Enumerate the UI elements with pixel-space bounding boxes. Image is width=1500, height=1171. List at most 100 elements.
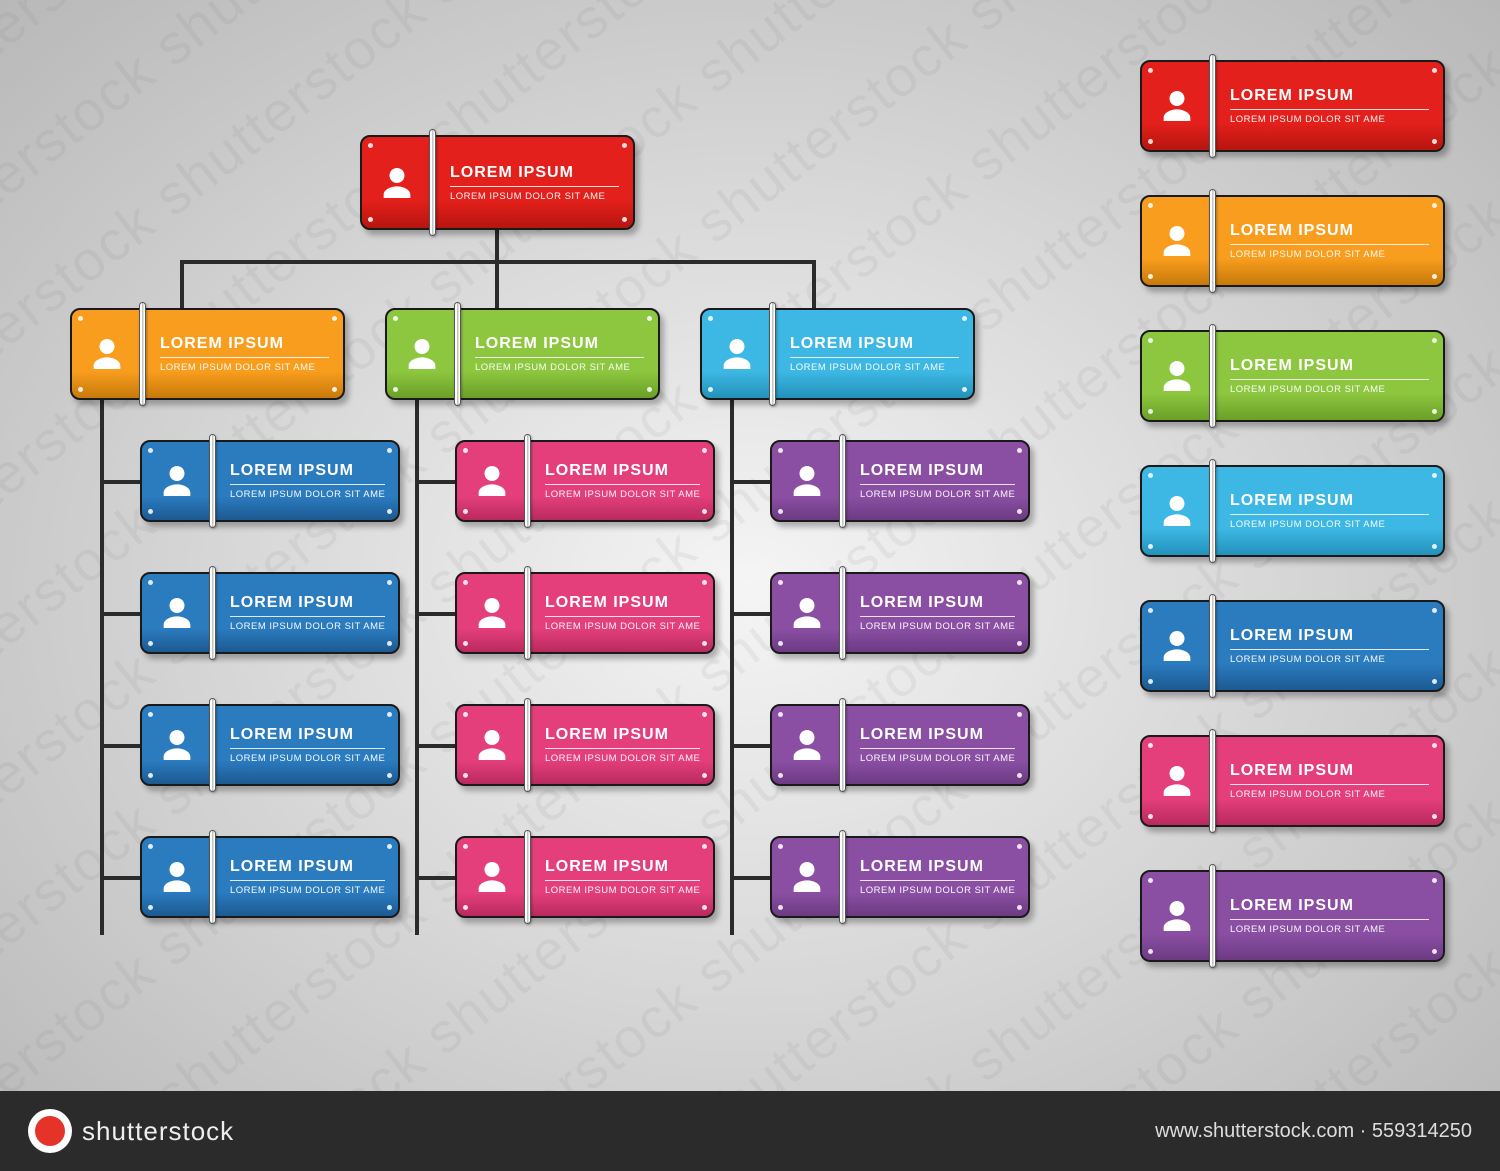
card-title: LOREM IPSUM <box>545 594 700 617</box>
card-divider <box>839 434 846 528</box>
avatar-pane <box>1142 872 1212 960</box>
card-subtitle: LOREM IPSUM DOLOR SIT AME <box>450 191 619 202</box>
card-info: LOREM IPSUMLOREM IPSUM DOLOR SIT AME <box>1212 62 1443 150</box>
org-card-a3: LOREM IPSUM LOREM IPSUM DOLOR SIT AME <box>140 704 400 786</box>
connector <box>415 876 455 880</box>
avatar-pane <box>1142 332 1212 420</box>
card-subtitle: LOREM IPSUM DOLOR SIT AME <box>545 885 700 896</box>
card-title: LOREM IPSUM <box>860 726 1015 749</box>
org-card-c4: LOREM IPSUMLOREM IPSUM DOLOR SIT AME <box>770 836 1030 918</box>
avatar-pane <box>457 706 527 784</box>
card-title: LOREM IPSUM <box>790 335 959 358</box>
org-card-legend-sky: LOREM IPSUM LOREM IPSUM DOLOR SIT AME <box>1140 465 1445 557</box>
card-info: LOREM IPSUMLOREM IPSUM DOLOR SIT AME <box>842 574 1029 652</box>
card-title: LOREM IPSUM <box>1230 357 1429 380</box>
card-subtitle: LOREM IPSUM DOLOR SIT AME <box>1230 654 1429 665</box>
connector <box>730 612 770 616</box>
card-title: LOREM IPSUM <box>230 462 385 485</box>
avatar-pane <box>142 838 212 916</box>
card-divider <box>209 698 216 792</box>
stock-footer: shutterstock www.shutterstock.com · 5593… <box>0 1091 1500 1171</box>
connector <box>730 876 770 880</box>
avatar-pane <box>772 838 842 916</box>
org-card-dept-b: LOREM IPSUMLOREM IPSUM DOLOR SIT AME <box>385 308 660 400</box>
person-icon <box>402 334 442 374</box>
org-card-c3: LOREM IPSUMLOREM IPSUM DOLOR SIT AME <box>770 704 1030 786</box>
person-icon <box>472 593 512 633</box>
card-subtitle: LOREM IPSUM DOLOR SIT AME <box>160 362 329 373</box>
card-title: LOREM IPSUM <box>1230 87 1429 110</box>
card-subtitle: LOREM IPSUM DOLOR SIT AME <box>1230 249 1429 260</box>
org-card-b1: LOREM IPSUMLOREM IPSUM DOLOR SIT AME <box>455 440 715 522</box>
avatar-pane <box>457 442 527 520</box>
connector <box>100 612 140 616</box>
avatar-pane <box>1142 602 1212 690</box>
org-card-a2: LOREM IPSUM LOREM IPSUM DOLOR SIT AME <box>140 572 400 654</box>
card-title: LOREM IPSUM <box>1230 762 1429 785</box>
card-subtitle: LOREM IPSUM DOLOR SIT AME <box>1230 924 1429 935</box>
person-icon <box>472 725 512 765</box>
org-card-legend-green: LOREM IPSUM LOREM IPSUM DOLOR SIT AME <box>1140 330 1445 422</box>
person-icon <box>157 857 197 897</box>
avatar-pane <box>457 838 527 916</box>
org-card-c2: LOREM IPSUMLOREM IPSUM DOLOR SIT AME <box>770 572 1030 654</box>
card-subtitle: LOREM IPSUM DOLOR SIT AME <box>475 362 644 373</box>
avatar-pane <box>457 574 527 652</box>
card-divider <box>1209 729 1216 833</box>
card-subtitle: LOREM IPSUM DOLOR SIT AME <box>230 621 385 632</box>
card-divider <box>1209 459 1216 563</box>
card-subtitle: LOREM IPSUM DOLOR SIT AME <box>1230 519 1429 530</box>
card-subtitle: LOREM IPSUM DOLOR SIT AME <box>230 489 385 500</box>
card-divider <box>209 830 216 924</box>
person-icon <box>157 593 197 633</box>
card-subtitle: LOREM IPSUM DOLOR SIT AME <box>230 753 385 764</box>
connector <box>495 260 499 308</box>
card-divider <box>839 830 846 924</box>
card-subtitle: LOREM IPSUM DOLOR SIT AME <box>790 362 959 373</box>
card-title: LOREM IPSUM <box>545 462 700 485</box>
avatar-pane <box>142 442 212 520</box>
org-card-b2: LOREM IPSUMLOREM IPSUM DOLOR SIT AME <box>455 572 715 654</box>
card-title: LOREM IPSUM <box>230 858 385 881</box>
org-card-legend-blue: LOREM IPSUMLOREM IPSUM DOLOR SIT AME <box>1140 600 1445 692</box>
person-icon <box>1157 356 1197 396</box>
connector <box>415 612 455 616</box>
person-icon <box>1157 221 1197 261</box>
card-title: LOREM IPSUM <box>1230 492 1429 515</box>
card-info: LOREM IPSUM LOREM IPSUM DOLOR SIT AME <box>212 706 399 784</box>
avatar-pane <box>1142 737 1212 825</box>
person-icon <box>1157 896 1197 936</box>
avatar-pane <box>1142 467 1212 555</box>
card-divider <box>139 302 146 406</box>
card-title: LOREM IPSUM <box>230 726 385 749</box>
card-info: LOREM IPSUMLOREM IPSUM DOLOR SIT AME <box>527 442 714 520</box>
card-title: LOREM IPSUM <box>160 335 329 358</box>
card-info: LOREM IPSUMLOREM IPSUM DOLOR SIT AME <box>842 442 1029 520</box>
card-title: LOREM IPSUM <box>450 164 619 187</box>
card-info: LOREM IPSUM LOREM IPSUM DOLOR SIT AME <box>772 310 973 398</box>
card-info: LOREM IPSUMLOREM IPSUM DOLOR SIT AME <box>1212 737 1443 825</box>
footer-id: 559314250 <box>1372 1120 1472 1142</box>
avatar-pane <box>772 442 842 520</box>
org-card-legend-orange: LOREM IPSUMLOREM IPSUM DOLOR SIT AME <box>1140 195 1445 287</box>
person-icon <box>717 334 757 374</box>
card-divider <box>454 302 461 406</box>
person-icon <box>157 461 197 501</box>
card-divider <box>1209 54 1216 158</box>
card-title: LOREM IPSUM <box>230 594 385 617</box>
card-divider <box>1209 594 1216 698</box>
card-info: LOREM IPSUMLOREM IPSUM DOLOR SIT AME <box>842 706 1029 784</box>
card-info: LOREM IPSUMLOREM IPSUM DOLOR SIT AME <box>842 838 1029 916</box>
card-divider <box>429 129 436 236</box>
avatar-pane <box>1142 197 1212 285</box>
avatar-pane <box>702 310 772 398</box>
person-icon <box>377 163 417 203</box>
card-divider <box>524 434 531 528</box>
card-title: LOREM IPSUM <box>545 858 700 881</box>
card-subtitle: LOREM IPSUM DOLOR SIT AME <box>1230 384 1429 395</box>
person-icon <box>1157 86 1197 126</box>
connector <box>730 480 770 484</box>
card-subtitle: LOREM IPSUM DOLOR SIT AME <box>545 753 700 764</box>
card-divider <box>524 698 531 792</box>
avatar-pane <box>387 310 457 398</box>
